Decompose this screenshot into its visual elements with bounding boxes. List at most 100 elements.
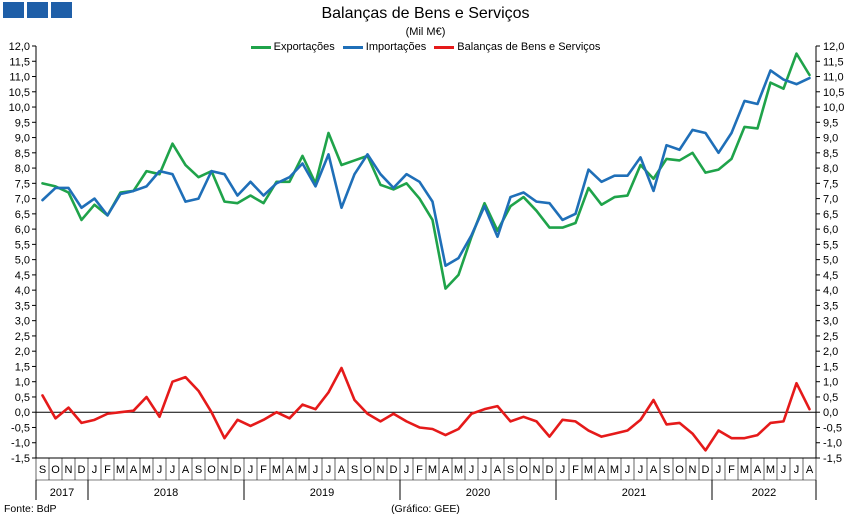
- y-tick-label-left: 11,0: [9, 72, 30, 84]
- x-month-label: J: [404, 464, 410, 476]
- x-month-label: D: [78, 464, 86, 476]
- y-tick-label-left: 9,5: [15, 117, 30, 129]
- y-tick-label-left: 11,5: [9, 56, 30, 68]
- x-year-label: 2019: [310, 487, 334, 499]
- x-year-label: 2018: [154, 487, 178, 499]
- y-tick-label-right: -1,5: [823, 453, 842, 465]
- y-tick-label-right: 7,0: [823, 194, 838, 206]
- x-month-label: A: [754, 464, 762, 476]
- y-tick-label-left: 7,5: [15, 178, 30, 190]
- x-month-label: D: [390, 464, 398, 476]
- y-tick-label-right: 2,5: [823, 331, 838, 343]
- y-tick-label-left: 5,0: [15, 255, 30, 267]
- x-month-label: M: [610, 464, 619, 476]
- y-tick-label-right: 8,5: [823, 148, 838, 160]
- x-month-label: F: [728, 464, 735, 476]
- x-month-label: M: [766, 464, 775, 476]
- y-tick-label-right: 3,5: [823, 300, 838, 312]
- x-month-label: M: [454, 464, 463, 476]
- x-month-label: F: [104, 464, 111, 476]
- y-tick-label-right: 2,0: [823, 346, 838, 358]
- y-tick-label-left: 3,0: [15, 316, 30, 328]
- x-month-label: A: [182, 464, 190, 476]
- y-tick-label-left: 5,5: [15, 239, 30, 251]
- y-tick-label-right: 4,0: [823, 285, 838, 297]
- logo-square: [3, 2, 24, 18]
- x-month-label: M: [142, 464, 151, 476]
- y-tick-label-right: 9,5: [823, 117, 838, 129]
- y-tick-label-left: 4,5: [15, 270, 30, 282]
- y-tick-label-left: 6,0: [15, 224, 30, 236]
- y-tick-label-right: 3,0: [823, 316, 838, 328]
- logo-square: [51, 2, 72, 18]
- chart-subtitle: (Mil M€): [405, 26, 446, 38]
- x-year-label: 2022: [752, 487, 776, 499]
- y-tick-label-right: 6,5: [823, 209, 838, 221]
- legend-swatch: [342, 45, 363, 49]
- x-month-label: N: [533, 464, 541, 476]
- y-tick-label-left: 3,5: [15, 300, 30, 312]
- y-tick-label-left: 0,0: [15, 407, 30, 419]
- x-month-label: A: [130, 464, 138, 476]
- legend-item: Exportações: [250, 41, 335, 53]
- x-month-label: O: [207, 464, 216, 476]
- y-tick-label-right: 4,5: [823, 270, 838, 282]
- x-month-label: A: [494, 464, 502, 476]
- x-month-label: S: [507, 464, 514, 476]
- x-month-label: D: [234, 464, 242, 476]
- x-month-label: M: [298, 464, 307, 476]
- x-year-label: 2017: [50, 487, 74, 499]
- legend-label: Exportações: [273, 41, 335, 53]
- y-tick-label-right: 9,0: [823, 133, 838, 145]
- y-tick-label-left: 8,5: [15, 148, 30, 160]
- y-tick-label-right: 11,5: [823, 56, 844, 68]
- x-month-label: J: [157, 464, 163, 476]
- x-month-label: S: [663, 464, 670, 476]
- x-month-label: A: [806, 464, 814, 476]
- x-month-label: J: [560, 464, 566, 476]
- y-tick-label-left: 8,0: [15, 163, 30, 175]
- y-tick-label-right: 10,5: [823, 87, 844, 99]
- series-line: [41, 366, 811, 452]
- x-month-label: F: [416, 464, 423, 476]
- y-tick-label-left: 10,5: [9, 87, 30, 99]
- y-tick-label-right: 10,0: [823, 102, 844, 114]
- y-tick-label-left: 10,0: [9, 102, 30, 114]
- legend-swatch: [434, 45, 455, 49]
- x-month-label: M: [272, 464, 281, 476]
- legend-label: Importações: [365, 41, 427, 53]
- x-month-label: F: [572, 464, 579, 476]
- y-tick-label-left: 12,0: [9, 41, 30, 53]
- x-month-label: J: [248, 464, 254, 476]
- x-month-label: N: [65, 464, 73, 476]
- x-month-label: A: [442, 464, 450, 476]
- y-tick-label-right: 5,5: [823, 239, 838, 251]
- y-tick-label-left: 1,5: [15, 361, 30, 373]
- chart-title: Balanças de Bens e Serviços: [321, 5, 530, 22]
- y-tick-label-left: 1,0: [15, 377, 30, 389]
- legend-item: Balanças de Bens e Serviços: [434, 41, 600, 53]
- x-month-label: M: [428, 464, 437, 476]
- legend-swatch: [250, 45, 271, 49]
- x-month-label: O: [51, 464, 60, 476]
- source-note: Fonte: BdP: [4, 503, 57, 515]
- x-year-label: 2021: [622, 487, 646, 499]
- x-month-label: D: [702, 464, 710, 476]
- x-month-label: A: [650, 464, 658, 476]
- x-month-label: S: [195, 464, 202, 476]
- y-tick-label-right: 0,0: [823, 407, 838, 419]
- gee-logo: [3, 2, 72, 18]
- x-month-label: J: [313, 464, 319, 476]
- series-line: [41, 52, 811, 290]
- x-month-label: N: [221, 464, 229, 476]
- y-tick-label-right: -1,0: [823, 438, 842, 450]
- x-month-label: J: [482, 464, 488, 476]
- x-month-label: O: [363, 464, 372, 476]
- x-month-label: J: [781, 464, 787, 476]
- y-tick-label-left: 7,0: [15, 194, 30, 206]
- y-tick-label-right: 6,0: [823, 224, 838, 236]
- logo-square: [27, 2, 48, 18]
- chart-legend: Exportações Importações Balanças de Bens e…: [0, 41, 851, 53]
- y-tick-label-left: -1,5: [11, 453, 30, 465]
